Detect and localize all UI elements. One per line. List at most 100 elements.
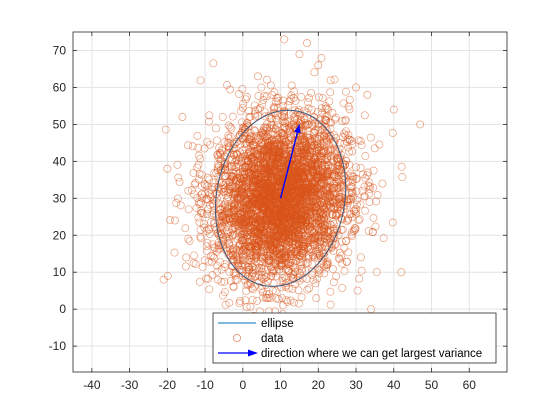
data-point — [298, 267, 307, 276]
data-point — [304, 254, 313, 263]
data-point — [249, 158, 258, 167]
x-tick-label: 60 — [463, 378, 477, 392]
data-point — [251, 127, 259, 136]
data-point — [335, 164, 344, 173]
data-point — [316, 237, 325, 246]
data-point — [238, 123, 247, 132]
data-point — [317, 54, 326, 62]
data-point — [241, 235, 250, 244]
data-point — [207, 218, 215, 226]
data-point — [255, 194, 264, 203]
data-point — [290, 234, 299, 243]
data-point — [320, 198, 328, 207]
data-point — [228, 225, 237, 234]
data-point — [236, 148, 245, 157]
data-point — [316, 190, 325, 199]
data-point — [285, 154, 293, 163]
data-point — [309, 128, 318, 137]
data-point — [267, 165, 275, 174]
data-point — [189, 259, 198, 267]
data-point — [209, 178, 218, 187]
data-point — [304, 104, 313, 113]
data-point — [302, 275, 311, 283]
data-point — [229, 244, 238, 253]
y-tick-label: -10 — [49, 339, 67, 353]
data-point — [280, 273, 289, 281]
data-point — [232, 138, 241, 147]
data-point — [278, 226, 287, 235]
data-point — [280, 144, 289, 153]
data-point — [327, 118, 335, 127]
data-point — [314, 61, 323, 70]
data-point — [248, 213, 257, 222]
y-tick-label: 20 — [53, 228, 67, 242]
data-point — [260, 271, 269, 280]
data-point — [204, 257, 213, 266]
data-point — [323, 154, 332, 163]
data-point — [251, 142, 260, 151]
data-point — [220, 288, 229, 297]
data-point — [341, 117, 350, 126]
data-point — [247, 244, 256, 253]
data-point — [166, 216, 175, 224]
data-point — [373, 191, 382, 200]
data-point — [265, 214, 274, 222]
data-point — [189, 168, 198, 177]
data-point — [233, 207, 242, 216]
data-point — [263, 123, 272, 132]
data-point — [266, 208, 275, 217]
data-point — [314, 135, 323, 144]
data-point — [309, 198, 318, 207]
x-tick-label: 50 — [425, 378, 439, 392]
data-point — [352, 163, 360, 172]
data-point — [290, 215, 299, 224]
data-point — [255, 135, 264, 144]
data-point — [224, 121, 233, 130]
data-point — [324, 167, 333, 176]
data-point — [326, 192, 335, 200]
data-point — [308, 122, 317, 130]
data-point — [241, 155, 250, 163]
data-point — [223, 192, 232, 201]
data-point — [270, 142, 279, 151]
data-point — [326, 300, 335, 309]
data-point — [173, 160, 182, 169]
data-point — [286, 272, 295, 281]
data-point — [312, 136, 321, 145]
data-point — [344, 102, 353, 111]
x-tick-label: -20 — [159, 378, 177, 392]
data-point — [370, 144, 379, 153]
data-point — [259, 146, 268, 155]
data-point — [310, 184, 319, 193]
data-point — [313, 249, 321, 258]
data-point — [302, 154, 311, 163]
data-point — [242, 228, 251, 236]
data-point — [244, 150, 253, 159]
x-tick-label: 10 — [274, 378, 288, 392]
data-point — [196, 234, 205, 243]
data-point — [348, 227, 357, 236]
data-point — [307, 174, 315, 183]
data-point — [295, 254, 304, 263]
data-point — [302, 163, 311, 172]
data-point — [324, 183, 333, 192]
data-point — [369, 166, 378, 175]
data-point — [275, 170, 283, 179]
data-point — [181, 262, 190, 271]
data-point — [290, 87, 299, 96]
data-point — [291, 96, 300, 105]
data-point — [184, 205, 193, 214]
data-point — [247, 199, 256, 208]
data-point — [266, 169, 275, 178]
variance-arrow-head — [294, 124, 301, 134]
data-point — [241, 95, 250, 104]
data-point — [279, 138, 288, 147]
data-point — [347, 182, 356, 191]
data-point — [254, 92, 263, 100]
data-point — [246, 183, 255, 192]
data-point — [184, 186, 193, 195]
data-point — [278, 112, 287, 120]
data-point — [356, 164, 365, 172]
data-point — [315, 242, 324, 251]
data-point — [344, 248, 353, 257]
